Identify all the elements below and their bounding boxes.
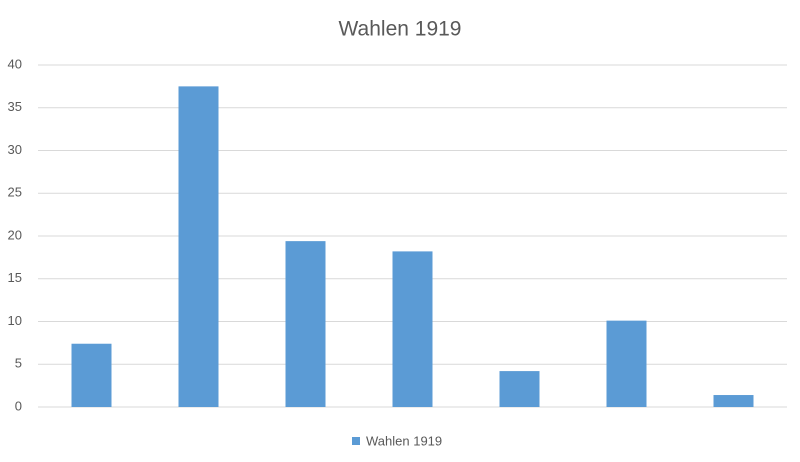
y-tick-label: 30 [8,142,22,157]
y-tick-label: 0 [15,398,22,413]
bar [392,251,433,407]
bar [178,86,219,407]
chart-title: Wahlen 1919 [339,18,462,41]
y-tick-label: 5 [15,356,22,371]
y-tick-label: 10 [8,313,22,328]
y-tick-label: 25 [8,185,22,200]
y-tick-label: 35 [8,99,22,114]
bar [71,343,112,407]
legend-marker [352,437,360,445]
bar [606,320,647,407]
bar [713,395,754,407]
bar [285,241,326,407]
y-tick-label: 20 [8,227,22,242]
y-tick-label: 40 [8,56,22,71]
bar [499,371,540,407]
y-tick-label: 15 [8,270,22,285]
legend-label: Wahlen 1919 [366,433,442,448]
